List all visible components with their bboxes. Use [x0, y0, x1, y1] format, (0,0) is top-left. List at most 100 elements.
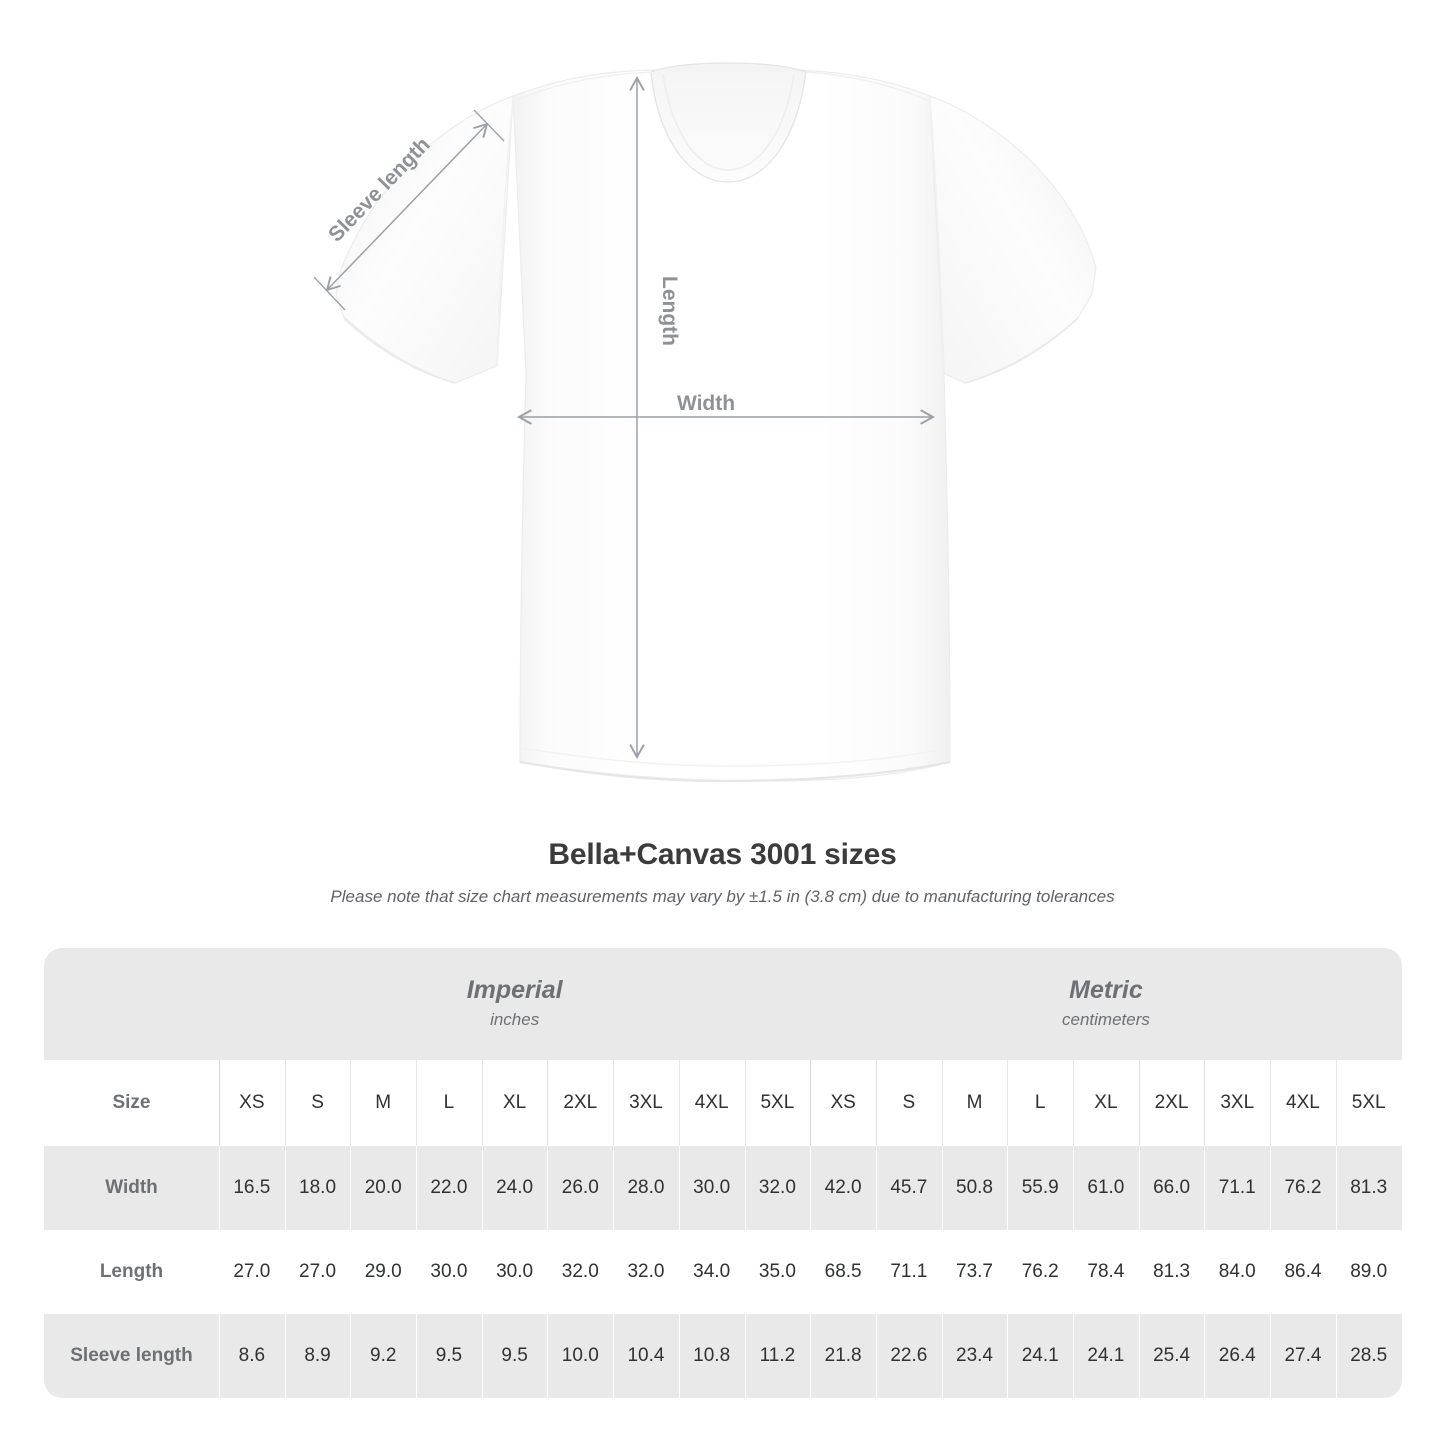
cell-sleeve-imperial-3: 9.5: [416, 1314, 482, 1398]
size-col-imperial-7: 4XL: [678, 1060, 745, 1146]
left-armhole-seam: [496, 97, 514, 367]
size-col-metric-4: XL: [1073, 1060, 1139, 1146]
cell-sleeve-metric-3: 24.1: [1007, 1314, 1074, 1398]
cell-length-metric-6: 84.0: [1204, 1230, 1271, 1314]
cell-width-metric-8: 81.3: [1335, 1146, 1402, 1230]
size-header-row: Size XS S M L XL 2XL 3XL 4XL 5XL XS S M …: [44, 1060, 1402, 1146]
cell-width-imperial-2: 20.0: [350, 1146, 417, 1230]
cell-length-imperial-4: 30.0: [481, 1230, 548, 1314]
cell-length-imperial-7: 34.0: [678, 1230, 745, 1314]
size-col-imperial-5: 2XL: [547, 1060, 614, 1146]
size-chart-heading-block: Bella+Canvas 3001 sizes Please note that…: [0, 836, 1445, 908]
cell-width-metric-4: 61.0: [1073, 1146, 1139, 1230]
cell-length-metric-5: 81.3: [1138, 1230, 1205, 1314]
left-shoulder-seam: [515, 71, 653, 101]
size-col-metric-6: 3XL: [1204, 1060, 1271, 1146]
size-col-metric-3: L: [1007, 1060, 1074, 1146]
cell-sleeve-imperial-0: 8.6: [219, 1314, 285, 1398]
cell-sleeve-metric-0: 21.8: [810, 1314, 876, 1398]
cell-length-metric-0: 68.5: [810, 1230, 876, 1314]
cell-sleeve-imperial-8: 11.2: [744, 1314, 811, 1398]
length-label: Length: [658, 276, 681, 346]
cell-length-imperial-5: 32.0: [547, 1230, 614, 1314]
cell-length-imperial-6: 32.0: [613, 1230, 679, 1314]
cell-sleeve-imperial-2: 9.2: [350, 1314, 417, 1398]
cell-length-metric-1: 71.1: [875, 1230, 942, 1314]
size-col-metric-5: 2XL: [1138, 1060, 1205, 1146]
cell-width-metric-3: 55.9: [1007, 1146, 1074, 1230]
size-col-metric-0: XS: [810, 1060, 876, 1146]
cell-length-imperial-0: 27.0: [219, 1230, 285, 1314]
cell-sleeve-metric-7: 27.4: [1270, 1314, 1336, 1398]
cell-length-imperial-1: 27.0: [284, 1230, 351, 1314]
size-col-imperial-8: 5XL: [744, 1060, 811, 1146]
unit-band-metric: Metric centimeters: [810, 948, 1402, 1060]
cell-width-imperial-0: 16.5: [219, 1146, 285, 1230]
tolerance-note: Please note that size chart measurements…: [330, 887, 1115, 906]
cell-sleeve-metric-2: 23.4: [941, 1314, 1008, 1398]
row-header-size: Size: [44, 1060, 219, 1146]
size-col-imperial-6: 3XL: [613, 1060, 679, 1146]
cell-length-imperial-8: 35.0: [744, 1230, 811, 1314]
cell-sleeve-imperial-7: 10.8: [678, 1314, 745, 1398]
cell-length-imperial-2: 29.0: [350, 1230, 417, 1314]
cell-width-imperial-3: 22.0: [416, 1146, 482, 1230]
row-header-width: Width: [44, 1146, 219, 1230]
shirt-collar: [650, 62, 807, 183]
cell-length-metric-7: 86.4: [1270, 1230, 1336, 1314]
cell-width-imperial-4: 24.0: [481, 1146, 548, 1230]
cell-sleeve-metric-5: 25.4: [1138, 1314, 1205, 1398]
cell-width-metric-5: 66.0: [1138, 1146, 1205, 1230]
size-chart-table: Imperial inches Metric centimeters Size …: [44, 948, 1402, 1398]
sleeve-endcap-lower: [313, 276, 346, 311]
right-sleeve: [927, 95, 1097, 384]
table-row: Width 16.5 18.0 20.0 22.0 24.0 26.0 28.0…: [44, 1146, 1402, 1230]
size-col-metric-2: M: [941, 1060, 1008, 1146]
right-cuff: [964, 317, 1079, 384]
cell-sleeve-imperial-6: 10.4: [613, 1314, 679, 1398]
table-row: Sleeve length 8.6 8.9 9.2 9.5 9.5 10.0 1…: [44, 1314, 1402, 1398]
cell-sleeve-imperial-5: 10.0: [547, 1314, 614, 1398]
page-title: Bella+Canvas 3001 sizes: [548, 838, 897, 871]
size-col-metric-7: 4XL: [1270, 1060, 1336, 1146]
cell-length-metric-4: 78.4: [1073, 1230, 1139, 1314]
cell-width-metric-0: 42.0: [810, 1146, 876, 1230]
right-shoulder-seam: [805, 71, 928, 101]
width-measurement: Width: [517, 392, 935, 425]
cell-width-imperial-5: 26.0: [547, 1146, 614, 1230]
cell-sleeve-metric-1: 22.6: [875, 1314, 942, 1398]
cell-length-metric-2: 73.7: [941, 1230, 1008, 1314]
shirt-hem-stitch: [520, 747, 950, 767]
cell-sleeve-imperial-1: 8.9: [284, 1314, 351, 1398]
cell-width-imperial-1: 18.0: [284, 1146, 351, 1230]
cell-length-metric-8: 89.0: [1335, 1230, 1402, 1314]
cell-length-imperial-3: 30.0: [416, 1230, 482, 1314]
size-col-metric-8: 5XL: [1335, 1060, 1402, 1146]
cell-sleeve-metric-8: 28.5: [1335, 1314, 1402, 1398]
cell-width-imperial-7: 30.0: [678, 1146, 745, 1230]
cell-sleeve-metric-4: 24.1: [1073, 1314, 1139, 1398]
unit-band-imperial: Imperial inches: [219, 948, 811, 1060]
shirt-hem: [519, 760, 951, 783]
cell-sleeve-imperial-4: 9.5: [481, 1314, 548, 1398]
unit-imperial-name: Imperial: [466, 976, 563, 1004]
size-chart-table-wrapper: Imperial inches Metric centimeters Size …: [44, 948, 1402, 1398]
cell-width-metric-6: 71.1: [1204, 1146, 1271, 1230]
left-cuff: [344, 317, 456, 384]
size-col-imperial-0: XS: [219, 1060, 285, 1146]
sleeve-endcap-upper: [473, 109, 505, 142]
cell-length-metric-3: 76.2: [1007, 1230, 1074, 1314]
collar-inner-stitch: [662, 73, 795, 171]
table-row: Length 27.0 27.0 29.0 30.0 30.0 32.0 32.…: [44, 1230, 1402, 1314]
size-col-imperial-3: L: [416, 1060, 482, 1146]
size-col-imperial-1: S: [284, 1060, 351, 1146]
left-sleeve: [335, 95, 514, 384]
cell-width-metric-2: 50.8: [941, 1146, 1008, 1230]
unit-imperial-sub: inches: [490, 1010, 540, 1029]
sleeve-length-arrow: [325, 122, 489, 292]
row-header-length: Length: [44, 1230, 219, 1314]
row-header-sleeve-length: Sleeve length: [44, 1314, 219, 1398]
unit-band-row: Imperial inches Metric centimeters: [44, 948, 1402, 1060]
tshirt-measurement-diagram: Length Width Sleeve length: [313, 62, 1097, 783]
cell-sleeve-metric-6: 26.4: [1204, 1314, 1271, 1398]
